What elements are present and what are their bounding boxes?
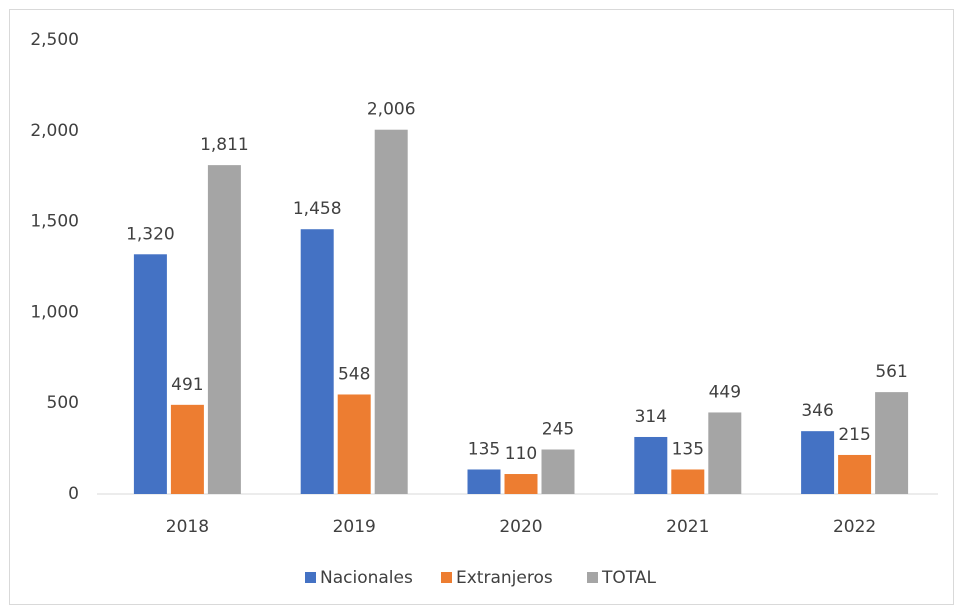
bar	[838, 454, 872, 494]
data-label: 346	[801, 401, 833, 421]
legend-label: Extranjeros	[456, 568, 553, 588]
x-tick-label: 2021	[666, 517, 709, 537]
x-tick-label: 2022	[833, 517, 876, 537]
data-label: 561	[875, 362, 907, 382]
data-label: 1,320	[126, 224, 175, 244]
data-label: 2,006	[367, 100, 416, 120]
bar	[708, 412, 742, 494]
bar	[801, 431, 835, 494]
x-tick-label: 2018	[166, 517, 209, 537]
bar	[300, 229, 334, 494]
legend-label: Nacionales	[320, 568, 413, 588]
bar	[671, 469, 705, 494]
bar	[634, 436, 668, 494]
data-label: 135	[468, 439, 500, 459]
bar	[207, 165, 241, 494]
x-tick-label: 2020	[499, 517, 542, 537]
data-label: 245	[542, 420, 574, 440]
y-tick-label: 500	[47, 393, 79, 413]
y-tick-label: 1,000	[30, 302, 79, 322]
data-label: 1,811	[200, 135, 249, 155]
bar	[337, 394, 371, 494]
bar	[875, 392, 909, 494]
bar	[467, 469, 501, 494]
bar	[133, 254, 167, 494]
data-label: 314	[635, 407, 667, 427]
data-label: 215	[838, 425, 870, 445]
data-label: 1,458	[293, 199, 342, 219]
data-label: 449	[709, 382, 741, 402]
bar	[504, 474, 538, 494]
data-label: 135	[672, 439, 704, 459]
legend-swatch	[587, 572, 598, 583]
legend-swatch	[441, 572, 452, 583]
bar	[374, 129, 408, 495]
bar	[541, 449, 575, 494]
x-tick-label: 2019	[333, 517, 376, 537]
bar	[170, 404, 204, 494]
legend-swatch	[305, 572, 316, 583]
data-label: 548	[338, 364, 370, 384]
y-tick-label: 1,500	[30, 212, 79, 232]
y-tick-label: 2,000	[30, 121, 79, 141]
y-tick-label: 2,500	[30, 30, 79, 50]
data-label: 110	[505, 444, 537, 464]
data-label: 491	[171, 375, 203, 395]
legend-label: TOTAL	[601, 568, 656, 588]
y-tick-label: 0	[68, 484, 79, 504]
